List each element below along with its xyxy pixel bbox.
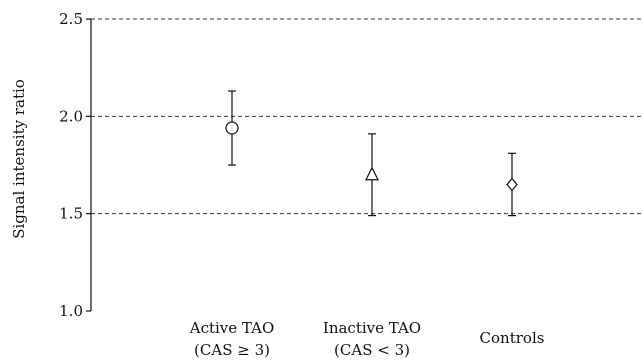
circle-marker — [225, 121, 239, 135]
y-tick-label: 2.5 — [59, 10, 83, 28]
y-gridlines — [91, 18, 643, 215]
y-tick-labels: 1.0 1.5 2.0 2.5 — [59, 10, 83, 320]
y-tick-label: 1.0 — [59, 302, 83, 320]
category-label-line2: (CAS < 3) — [334, 341, 410, 359]
y-axis-title: Signal intensity ratio — [10, 79, 28, 239]
y-tick-marks — [86, 18, 91, 312]
error-bars — [228, 90, 516, 217]
y-tick-label: 1.5 — [59, 205, 83, 223]
y-tick-label: 2.0 — [59, 107, 83, 125]
triangle-marker — [365, 166, 379, 181]
category-label-line1: Controls — [480, 329, 545, 347]
data-markers — [225, 121, 518, 192]
diamond-marker — [506, 177, 518, 192]
category-label-line1: Inactive TAO — [323, 319, 421, 337]
category-label-line2: (CAS ≥ 3) — [194, 341, 270, 359]
category-label-line1: Active TAO — [189, 319, 275, 337]
category-labels: Active TAO (CAS ≥ 3) Inactive TAO (CAS <… — [189, 319, 545, 359]
